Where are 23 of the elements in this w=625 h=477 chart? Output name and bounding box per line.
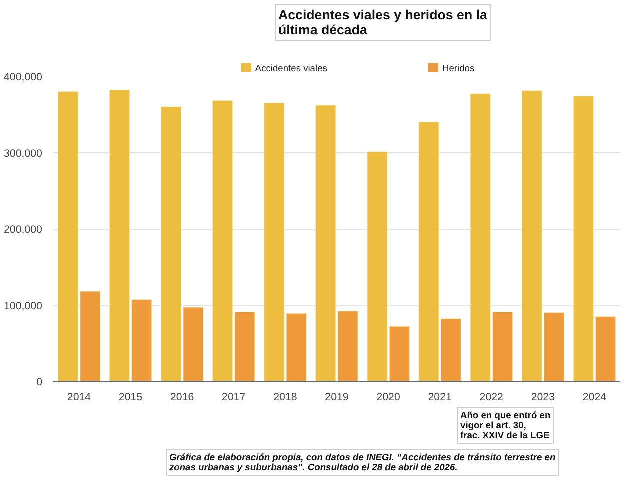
- bar: [316, 105, 336, 382]
- legend-label: Heridos: [442, 63, 475, 74]
- x-tick-label: 2020: [376, 392, 400, 404]
- x-tick-label: 2024: [582, 392, 607, 404]
- text: Gráfica de elaboración propia, con datos de INEGI. “Accidentes de tránsito terrestre en zonas urbanas y suburbanas”. Consultado el 28 de abril de 2026.: [168, 452, 556, 472]
- text: Año en que entró en vigor el art. 30, frac. XXIV de la LGE: [460, 410, 551, 440]
- x-tick-label: 2016: [170, 392, 194, 404]
- y-tick-label: 300,000: [4, 148, 43, 160]
- x-tick-label: 2023: [531, 392, 556, 404]
- y-tick-label: 0: [36, 376, 43, 388]
- x-tick-label: 2014: [67, 392, 92, 404]
- chart-title: Accidentes viales y heridos en la última década: [278, 8, 488, 38]
- x-tick-label: 2019: [325, 392, 349, 404]
- x-tick-label: 2015: [118, 392, 143, 404]
- x-tick-label: 2021: [428, 392, 452, 404]
- bar: [338, 311, 358, 382]
- x-tick-label: 2017: [222, 392, 246, 404]
- x-tick-label: 2022: [480, 392, 504, 404]
- legend-label: Accidentes viales: [255, 63, 328, 74]
- y-tick-label: 200,000: [4, 224, 43, 236]
- y-tick-label: 400,000: [4, 72, 43, 84]
- y-tick-label: 100,000: [4, 300, 43, 312]
- x-tick-label: 2018: [274, 392, 298, 404]
